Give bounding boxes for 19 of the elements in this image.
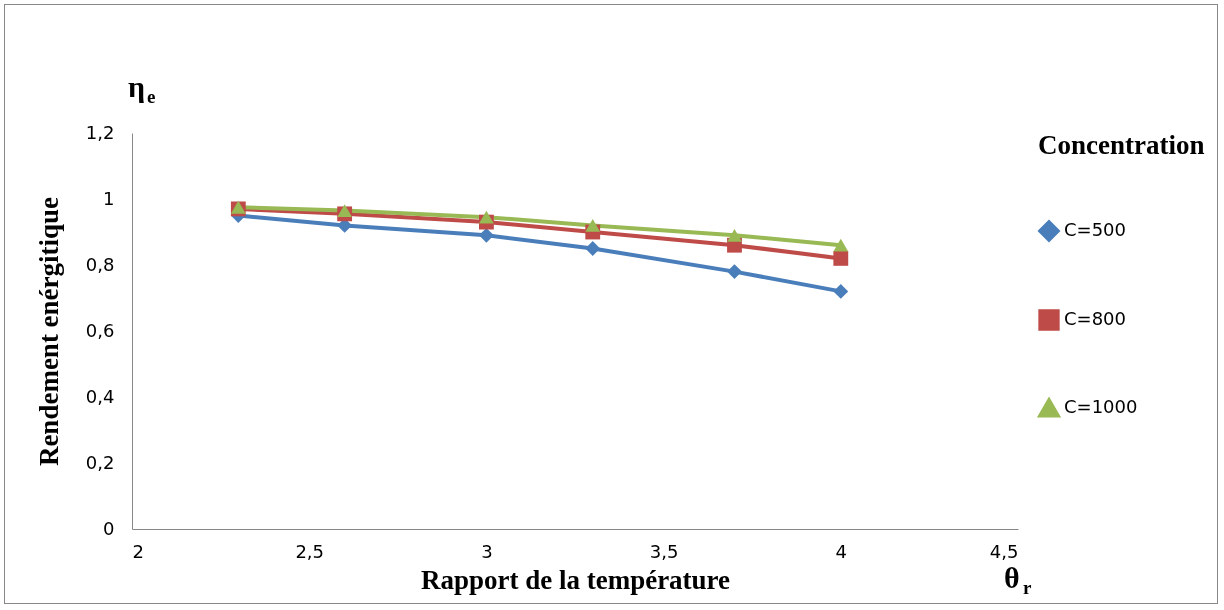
y-tick-label: 0,6 xyxy=(85,319,115,341)
x-axis-title: Rapport de la température xyxy=(420,564,731,595)
y-tick-label: 0,2 xyxy=(85,451,115,473)
y-tick-label: 0,8 xyxy=(85,253,115,275)
x-tick-label: 2,5 xyxy=(295,540,325,562)
x-tick-label: 3,5 xyxy=(649,540,679,562)
y-tick-label: 1 xyxy=(103,187,115,209)
legend-title: Concentration xyxy=(1038,130,1205,160)
x-tick-label: 3 xyxy=(481,540,493,562)
x-tick-label: 4 xyxy=(835,540,848,562)
x-tick-label: 4,5 xyxy=(989,540,1019,562)
y-tick-label: 0,4 xyxy=(85,385,115,407)
legend-label: C=1000 xyxy=(1064,396,1138,417)
y-tick-label: 0 xyxy=(103,517,115,539)
y-axis-title: Rendement enérgitique xyxy=(33,196,64,467)
x-tick-label: 2 xyxy=(132,540,144,562)
y-tick-label: 1,2 xyxy=(85,121,115,143)
legend-label: C=800 xyxy=(1064,308,1127,329)
legend-label: C=500 xyxy=(1064,219,1127,240)
